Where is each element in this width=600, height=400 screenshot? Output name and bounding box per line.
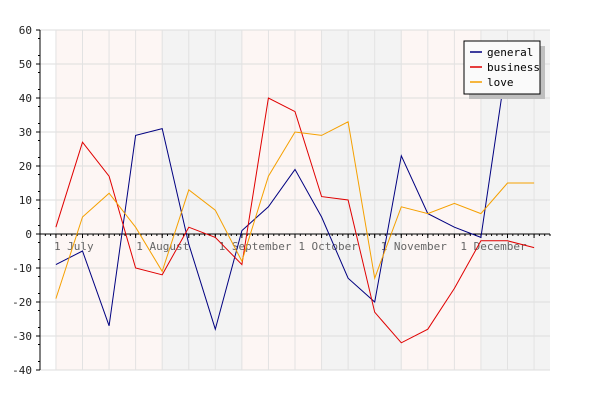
- y-tick-label: -20: [12, 296, 32, 309]
- y-tick-label: -30: [12, 330, 32, 343]
- x-tick-label: 1 December: [460, 240, 527, 253]
- x-tick-label: 1 October: [298, 240, 358, 253]
- y-tick-label: 30: [19, 126, 32, 139]
- y-tick-label: 50: [19, 58, 32, 71]
- x-tick-label: 1 September: [219, 240, 292, 253]
- y-tick-label: 60: [19, 24, 32, 37]
- series-line-love: [55, 121, 535, 299]
- x-tick-label: 1 November: [381, 240, 448, 253]
- x-tick-label: 1 July: [54, 240, 94, 253]
- y-tick-label: 40: [19, 92, 32, 105]
- y-tick-label: -10: [12, 262, 32, 275]
- legend-label-general: general: [487, 46, 533, 59]
- y-axis-ticks: -40 -30 -20 -10 0 10 20 30 40 50 60: [12, 24, 40, 377]
- legend: general business love: [463, 40, 545, 99]
- y-tick-label: -40: [12, 364, 32, 377]
- y-tick-label: 20: [19, 160, 32, 173]
- series-line-general: [55, 56, 535, 331]
- series-line-business: [55, 97, 535, 344]
- legend-label-love: love: [487, 76, 514, 89]
- x-axis-ticks: 1 July 1 August 1 September 1 October 1 Nove…: [39, 234, 551, 253]
- y-tick-label: 10: [19, 194, 32, 207]
- series-lines: [55, 56, 535, 344]
- y-tick-label: 0: [25, 228, 32, 241]
- legend-label-business: business: [487, 61, 540, 74]
